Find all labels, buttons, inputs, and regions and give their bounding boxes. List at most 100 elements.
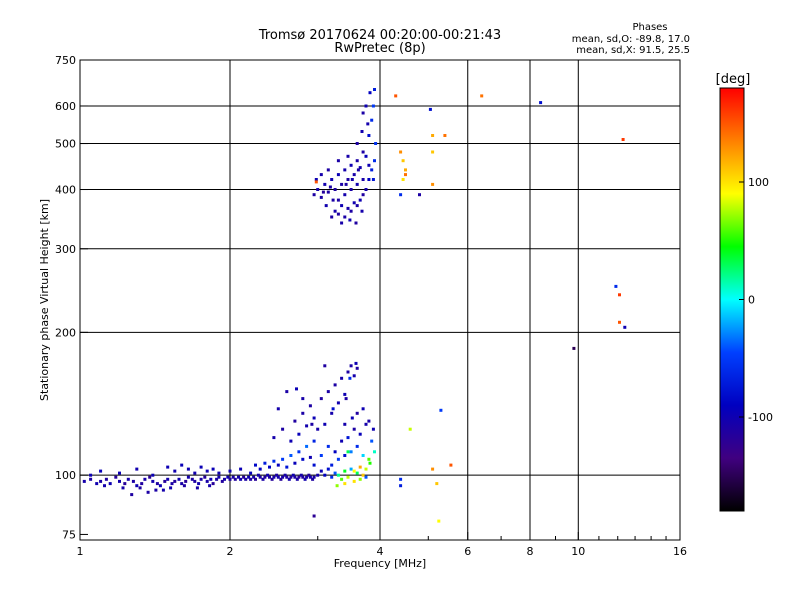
data-point [431, 182, 435, 186]
data-point [258, 467, 262, 471]
data-point [449, 463, 453, 467]
data-point [305, 475, 309, 479]
data-point [330, 178, 334, 181]
data-point [371, 427, 375, 431]
data-point [364, 467, 368, 471]
data-point [270, 477, 274, 481]
data-point [404, 168, 407, 172]
data-point [346, 475, 350, 479]
data-point [166, 465, 170, 469]
data-point [163, 479, 167, 483]
data-point [154, 488, 158, 492]
data-point [193, 471, 197, 475]
data-point [254, 477, 257, 481]
stats-line-o: mean, sd,O: -89.8, 17.0 [572, 34, 690, 45]
data-point [333, 471, 337, 475]
data-point [370, 118, 374, 122]
data-point [394, 94, 398, 98]
data-point [336, 173, 340, 177]
data-point [623, 325, 627, 329]
data-point [170, 482, 174, 486]
data-point [404, 173, 407, 177]
data-point [316, 473, 320, 477]
data-point [346, 178, 350, 181]
data-point [340, 439, 344, 443]
data-point [301, 397, 305, 401]
data-point [297, 432, 301, 436]
data-point [358, 477, 362, 481]
x-axis-label: Frequency [MHz] [334, 557, 426, 570]
data-point [301, 411, 305, 415]
data-point [118, 471, 121, 475]
data-point [308, 404, 312, 408]
data-point [364, 154, 368, 158]
data-point [326, 190, 330, 194]
y-axis-ticks: 75 100 200 300 400 500 600 750 [55, 54, 88, 541]
data-point [358, 465, 362, 469]
data-point [435, 482, 439, 486]
y-axis-label: Stationary phase Virtual Height [km] [38, 199, 51, 401]
data-point [314, 178, 318, 181]
chart-subtitle: RwPretec (8p) [334, 41, 425, 56]
data-point [89, 477, 93, 481]
x-tick-label: 1 [77, 545, 84, 558]
data-point [126, 477, 130, 481]
data-point [336, 198, 340, 202]
data-point [336, 473, 340, 477]
data-point [367, 419, 371, 423]
data-point [193, 479, 197, 483]
data-point [239, 477, 243, 481]
data-point [305, 444, 309, 448]
data-point [326, 390, 330, 394]
data-point [146, 490, 150, 494]
data-point [360, 130, 364, 133]
data-point [326, 168, 330, 172]
data-point [233, 477, 237, 481]
data-point [431, 150, 435, 154]
data-point [249, 477, 253, 481]
data-point [340, 182, 344, 186]
data-point [242, 475, 246, 479]
data-point [346, 154, 350, 158]
y-tick-label: 600 [55, 100, 76, 113]
data-point [272, 459, 276, 463]
data-point [366, 122, 370, 126]
data-point [343, 168, 347, 172]
data-point [281, 475, 285, 479]
data-point [316, 188, 320, 191]
data-point [312, 416, 316, 420]
data-point [215, 477, 219, 481]
data-point [186, 467, 190, 471]
x-tick-label: 4 [377, 545, 384, 558]
data-point [373, 159, 376, 163]
data-point [367, 178, 371, 181]
y-tick-label: 400 [55, 184, 76, 197]
data-point [326, 444, 330, 448]
data-point [99, 469, 103, 473]
data-point [272, 436, 276, 440]
data-point [364, 104, 368, 108]
data-point [314, 180, 318, 184]
data-point [231, 475, 235, 479]
data-point [308, 475, 312, 479]
data-point [293, 419, 297, 423]
data-point [428, 107, 432, 111]
data-point [349, 163, 353, 167]
data-point [352, 469, 356, 473]
data-point [323, 473, 327, 477]
data-point [118, 479, 121, 483]
data-point [355, 182, 359, 186]
data-point [285, 475, 289, 479]
data-point [340, 477, 344, 481]
data-point [123, 482, 127, 486]
data-point [373, 450, 376, 454]
data-point [311, 477, 315, 481]
data-point [401, 178, 405, 181]
data-point [276, 407, 280, 411]
data-point [281, 457, 285, 461]
data-point [205, 469, 209, 473]
scatter-points [82, 88, 627, 523]
data-point [368, 91, 372, 95]
data-point [618, 293, 621, 297]
data-point [319, 397, 323, 401]
